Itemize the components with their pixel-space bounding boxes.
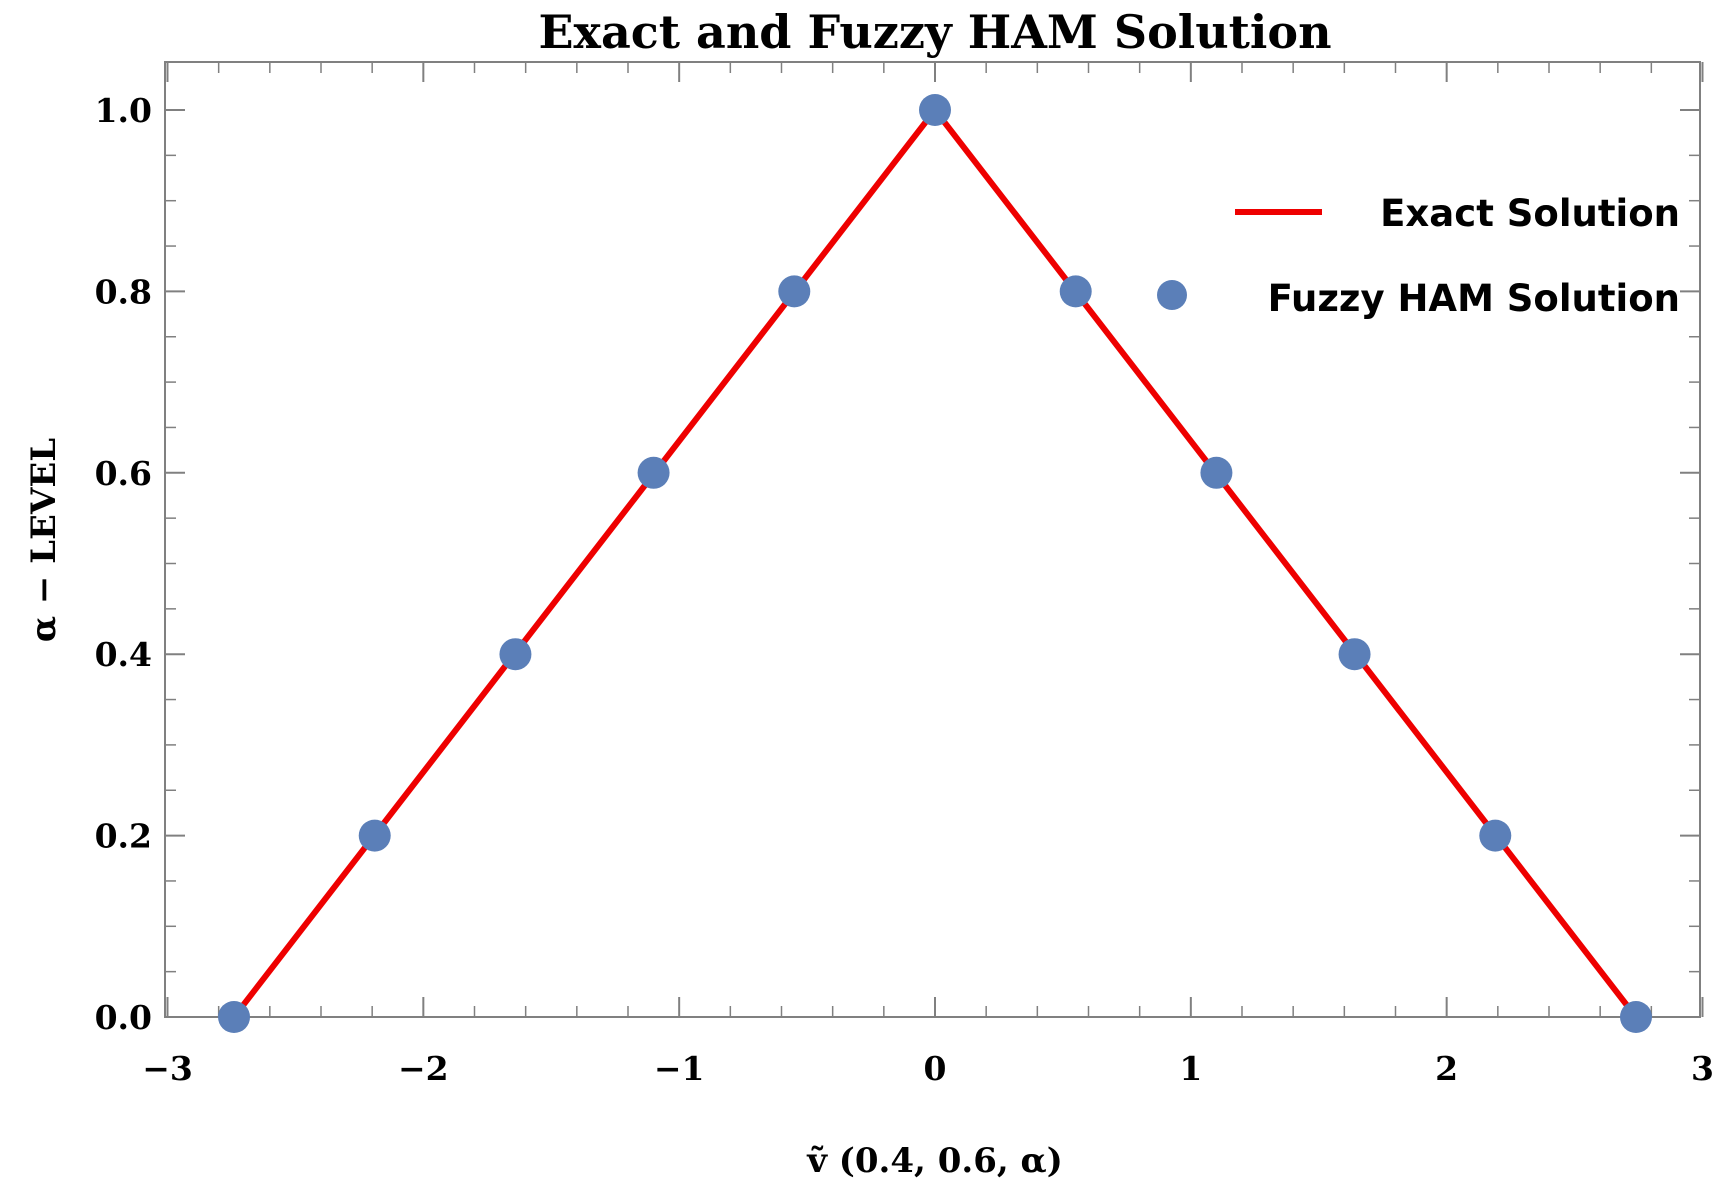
legend-dot-swatch bbox=[1157, 280, 1187, 310]
plot-frame bbox=[164, 61, 1701, 1018]
y-tick-label: 0.4 bbox=[95, 635, 152, 674]
x-tick-label: 2 bbox=[1435, 1049, 1458, 1088]
axis-ticks bbox=[165, 62, 1704, 1018]
y-tick-label: 0.0 bbox=[95, 998, 152, 1037]
y-tick-label: 0.6 bbox=[95, 454, 152, 493]
y-tick-label: 1.0 bbox=[95, 91, 152, 130]
chart-title: Exact and Fuzzy HAM Solution bbox=[538, 5, 1331, 59]
data-point-fuzzy bbox=[1338, 638, 1371, 671]
data-point-fuzzy bbox=[919, 94, 951, 126]
x-tick-label: −3 bbox=[142, 1049, 193, 1088]
legend-label-exact: Exact Solution bbox=[1380, 192, 1680, 235]
x-tick-label: −2 bbox=[398, 1049, 449, 1088]
series-layer bbox=[218, 94, 1652, 1033]
legend: Exact Solution Fuzzy HAM Solution bbox=[1157, 192, 1680, 320]
x-tick-labels: −3 −2 −1 0 1 2 3 bbox=[142, 1049, 1714, 1088]
x-tick-label: 1 bbox=[1179, 1049, 1202, 1088]
data-point-fuzzy bbox=[358, 819, 391, 852]
data-point-fuzzy bbox=[1479, 819, 1512, 852]
data-point-fuzzy bbox=[1200, 456, 1233, 489]
y-tick-label: 0.2 bbox=[95, 817, 152, 856]
y-axis-label: α − LEVEL bbox=[24, 438, 64, 642]
data-point-fuzzy bbox=[778, 275, 811, 308]
data-point-fuzzy bbox=[1059, 275, 1092, 308]
x-tick-label: 0 bbox=[924, 1049, 947, 1088]
x-axis-label: ṽ (0.4, 0.6, α) bbox=[806, 1141, 1063, 1181]
data-point-fuzzy bbox=[499, 638, 532, 671]
x-tick-label: 3 bbox=[1691, 1049, 1714, 1088]
y-tick-label: 0.8 bbox=[95, 272, 152, 311]
y-tick-labels: 0.0 0.2 0.4 0.6 0.8 1.0 bbox=[95, 91, 152, 1037]
data-point-fuzzy bbox=[1619, 1001, 1652, 1033]
data-point-fuzzy bbox=[637, 456, 670, 489]
series-line-exact bbox=[231, 105, 1639, 1019]
legend-label-fuzzy: Fuzzy HAM Solution bbox=[1268, 277, 1680, 320]
x-tick-label: −1 bbox=[654, 1049, 705, 1088]
data-point-fuzzy bbox=[218, 1001, 251, 1033]
